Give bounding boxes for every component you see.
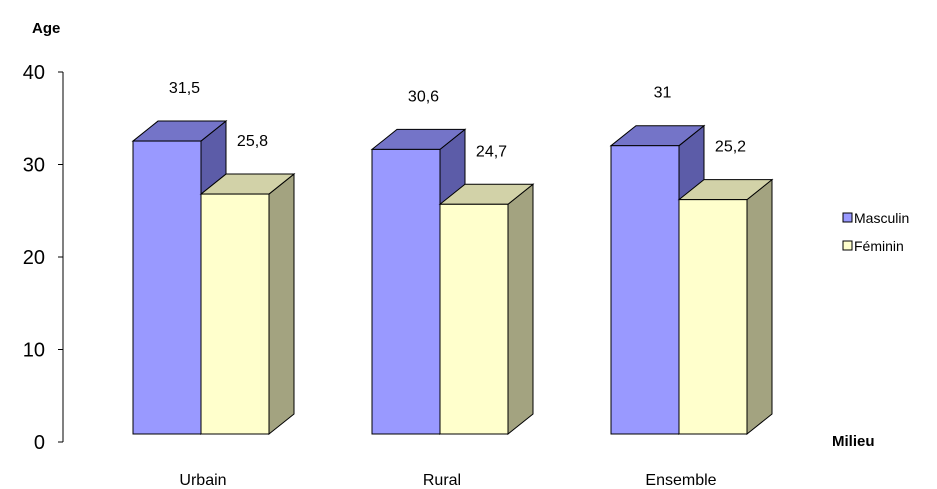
bar-side-face — [507, 183, 534, 436]
y-tick-label: 40 — [23, 62, 45, 84]
bar-féminin-ensemble — [677, 178, 774, 436]
bar-front-face — [678, 199, 748, 435]
bar-front-face — [439, 203, 509, 435]
bar-front-face — [132, 140, 202, 435]
legend-label-masculin: Masculin — [854, 210, 909, 226]
y-axis-title: Age — [32, 20, 60, 37]
y-tick-label: 10 — [23, 340, 45, 362]
bar-féminin-urbain — [199, 173, 296, 436]
category-label-rural: Rural — [423, 472, 461, 489]
category-label-urbain: Urbain — [179, 472, 226, 489]
bar-masculin-rural — [370, 128, 467, 436]
legend: Masculin Féminin — [842, 210, 909, 254]
bar-front-face — [200, 193, 270, 435]
x-axis-title: Milieu — [832, 433, 875, 450]
bar-front-face — [610, 145, 680, 435]
data-label-féminin-rural: 24,7 — [476, 143, 507, 160]
data-label-masculin-rural: 30,6 — [408, 88, 439, 105]
y-tick-label: 20 — [23, 247, 45, 269]
y-axis-ticks: 0 10 20 30 40 — [23, 62, 63, 454]
data-label-masculin-ensemble: 31 — [654, 85, 672, 102]
y-tick-label: 0 — [34, 432, 45, 454]
category-labels-group: Urbain Rural Ensemble — [179, 472, 716, 489]
data-labels-group: 31,5 25,8 30,6 24,7 31 25,2 — [169, 80, 746, 160]
bars-group — [131, 120, 774, 436]
bar-front-face — [371, 148, 441, 435]
bar-side-face — [746, 178, 773, 436]
category-label-ensemble: Ensemble — [645, 472, 716, 489]
legend-swatch-masculin — [842, 212, 853, 223]
legend-label-féminin: Féminin — [854, 238, 904, 254]
bar-side-face — [268, 173, 295, 436]
legend-swatch-féminin — [842, 240, 853, 251]
data-label-masculin-urbain: 31,5 — [169, 80, 200, 97]
bar-féminin-rural — [438, 183, 535, 436]
data-label-féminin-ensemble: 25,2 — [715, 139, 746, 156]
y-tick-label: 30 — [23, 155, 45, 177]
data-label-féminin-urbain: 25,8 — [237, 133, 268, 150]
